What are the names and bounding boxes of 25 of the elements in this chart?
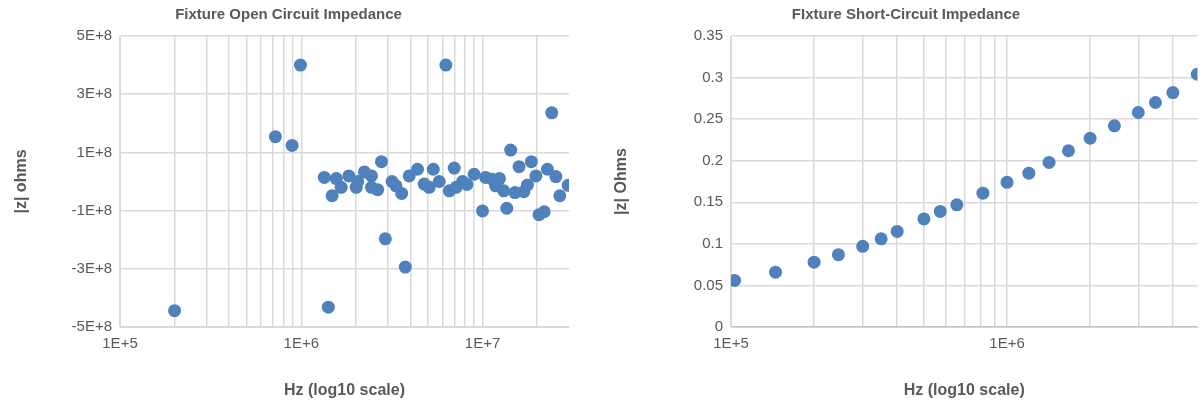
y-tick-label: 1E+8 (76, 142, 112, 160)
chart-title: Fixture Open Circuit Impedance (175, 5, 402, 23)
x-axis-title: Hz (log10 scale) (284, 380, 405, 398)
y-tick-label: -5E+8 (71, 317, 112, 335)
chart-title: FIxture Short-Circuit Impedance (791, 5, 1021, 23)
y-tick-label: 0.05 (693, 275, 723, 293)
y-tick-label: 0.35 (693, 26, 723, 44)
y-tick-label: -3E+8 (71, 258, 112, 276)
x-axis-title: Hz (log10 scale) (903, 380, 1025, 398)
y-axis-title: |z| ohms (12, 149, 30, 214)
y-tick-label: -1E+8 (71, 200, 112, 218)
y-tick-label: 0 (714, 317, 723, 335)
x-tick-label: 1E+5 (713, 334, 749, 352)
y-tick-label: 0.2 (702, 150, 723, 168)
x-tick-label: 1E+6 (989, 334, 1025, 352)
y-tick-label: 0.3 (702, 67, 723, 85)
y-tick-label: 0.1 (702, 234, 723, 251)
y-axis-title: |z| Ohms (612, 148, 630, 215)
x-tick-label: 1E+5 (102, 334, 138, 352)
y-tick-label: 3E+8 (76, 84, 112, 102)
y-tick-label: 5E+8 (76, 26, 112, 44)
x-tick-label: 1E+6 (283, 334, 319, 352)
y-tick-label: 0.15 (693, 192, 723, 210)
x-tick-label: 1E+7 (464, 334, 501, 352)
y-tick-label: 0.25 (693, 109, 723, 127)
